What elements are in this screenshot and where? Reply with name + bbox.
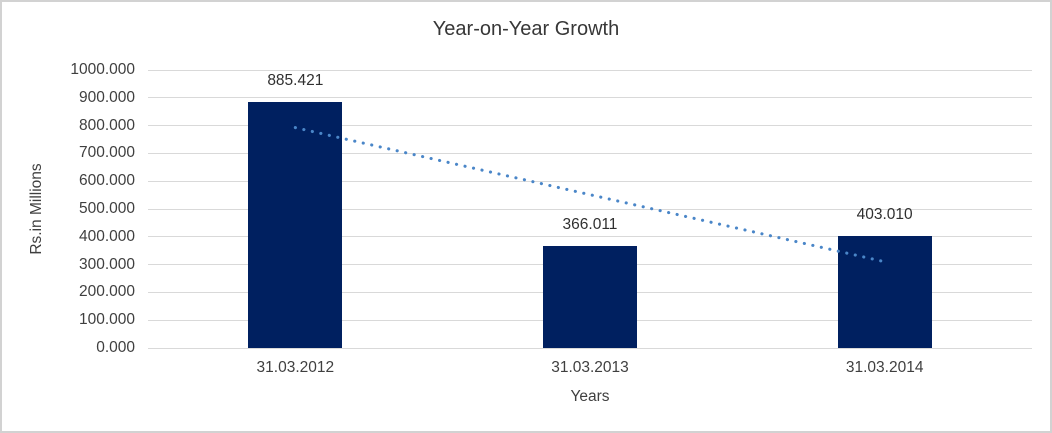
y-tick-label: 800.000 bbox=[78, 116, 135, 134]
gridline bbox=[148, 347, 1032, 349]
y-tick-label: 500.000 bbox=[78, 200, 135, 217]
gridline bbox=[148, 125, 1032, 127]
y-tick-label: 1000.000 bbox=[70, 61, 135, 78]
gridline bbox=[148, 97, 1032, 99]
bar-value-label: 403.010 bbox=[856, 205, 913, 223]
y-tick-label: 600.000 bbox=[78, 172, 135, 190]
y-tick-label: 100.000 bbox=[78, 311, 135, 329]
y-tick-label: 700.000 bbox=[78, 144, 135, 162]
y-tick-label: 900.000 bbox=[78, 88, 135, 106]
x-category-label: 31.03.2014 bbox=[845, 359, 924, 376]
bar bbox=[248, 101, 343, 348]
gridline bbox=[148, 69, 1032, 71]
bar-value-label: 885.421 bbox=[267, 71, 324, 89]
x-category-label: 31.03.2013 bbox=[551, 359, 629, 376]
y-tick-label: 300.000 bbox=[78, 255, 135, 273]
bar-value-label: 366.011 bbox=[562, 216, 618, 234]
x-category-label: 31.03.2012 bbox=[256, 359, 335, 376]
y-tick-label: 200.000 bbox=[78, 283, 135, 301]
bar bbox=[543, 246, 637, 348]
bar bbox=[837, 235, 932, 348]
y-tick-label: 0.000 bbox=[96, 339, 135, 356]
chart-title: Year-on-Year Growth bbox=[432, 18, 620, 40]
y-tick-label: 400.000 bbox=[78, 227, 135, 245]
x-axis-title: Years bbox=[570, 388, 610, 405]
